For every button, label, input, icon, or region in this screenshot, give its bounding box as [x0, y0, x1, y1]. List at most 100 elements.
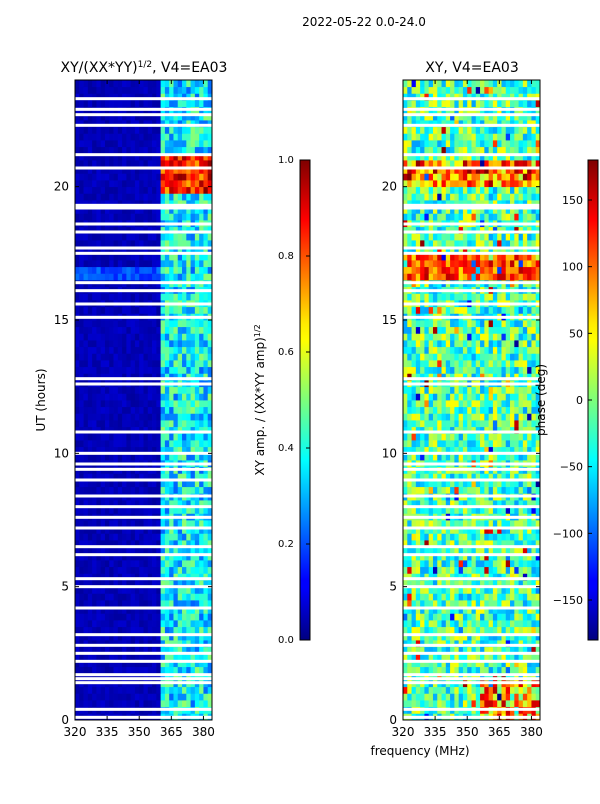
heatmap-cell: [178, 593, 183, 600]
heatmap-cell: [101, 293, 106, 300]
heatmap-cell: [92, 667, 97, 674]
heatmap-cell: [519, 667, 524, 674]
heatmap-cell: [79, 620, 84, 627]
heatmap-cell: [203, 307, 208, 314]
heatmap-cell: [480, 407, 485, 414]
heatmap-cell: [467, 487, 472, 494]
heatmap-cell: [96, 340, 101, 347]
heatmap-cell: [424, 567, 429, 574]
heatmap-cell: [152, 267, 157, 274]
heatmap-cell: [96, 420, 101, 427]
heatmap-cell: [84, 520, 89, 527]
heatmap-cell: [109, 627, 114, 634]
heatmap-cell: [450, 433, 455, 440]
heatmap-cell: [114, 687, 119, 694]
heatmap-cell: [182, 340, 187, 347]
heatmap-cell: [109, 593, 114, 600]
heatmap-cell: [178, 140, 183, 147]
heatmap-cell: [178, 700, 183, 707]
heatmap-cell: [101, 213, 106, 220]
heatmap-cell: [105, 400, 110, 407]
heatmap-cell: [437, 353, 442, 360]
heatmap-cell: [75, 233, 80, 240]
heatmap-cell: [493, 487, 498, 494]
heatmap-cell: [424, 533, 429, 540]
heatmap-cell: [169, 173, 174, 180]
heatmap-cell: [191, 320, 196, 327]
heatmap-cell: [199, 360, 204, 367]
heatmap-cell: [510, 347, 515, 354]
heatmap-cell: [96, 87, 101, 94]
heatmap-cell: [152, 567, 157, 574]
heatmap-cell: [454, 440, 459, 447]
heatmap-cell: [484, 353, 489, 360]
heatmap-cell: [144, 173, 149, 180]
heatmap-cell: [92, 533, 97, 540]
heatmap-cell: [429, 407, 434, 414]
heatmap-cell: [506, 353, 511, 360]
heatmap-cell: [126, 133, 131, 140]
heatmap-cell: [178, 320, 183, 327]
heatmap-cell: [114, 100, 119, 107]
heatmap-cell: [186, 273, 191, 280]
heatmap-cell: [191, 273, 196, 280]
heatmap-cell: [144, 100, 149, 107]
heatmap-cell: [442, 600, 447, 607]
heatmap-cell: [105, 693, 110, 700]
heatmap-cell: [480, 360, 485, 367]
data-gap: [75, 97, 212, 100]
heatmap-cell: [523, 433, 528, 440]
heatmap-cell: [101, 273, 106, 280]
heatmap-cell: [472, 667, 477, 674]
heatmap-cell: [135, 667, 140, 674]
heatmap-cell: [480, 433, 485, 440]
heatmap-cell: [161, 260, 166, 267]
heatmap-cell: [510, 533, 515, 540]
heatmap-cell: [195, 367, 200, 374]
heatmap-cell: [92, 567, 97, 574]
heatmap-cell: [412, 433, 417, 440]
heatmap-cell: [403, 413, 408, 420]
colorbar-tick-label: 0.2: [278, 539, 294, 550]
heatmap-cell: [161, 613, 166, 620]
heatmap-cell: [446, 613, 451, 620]
heatmap-cell: [109, 267, 114, 274]
heatmap-cell: [126, 393, 131, 400]
heatmap-cell: [161, 273, 166, 280]
heatmap-cell: [182, 420, 187, 427]
heatmap-cell: [454, 533, 459, 540]
heatmap-cell: [501, 440, 506, 447]
heatmap-cell: [527, 693, 532, 700]
heatmap-cell: [199, 567, 204, 574]
heatmap-cell: [191, 87, 196, 94]
heatmap-cell: [144, 140, 149, 147]
heatmap-cell: [144, 487, 149, 494]
heatmap-cell: [429, 367, 434, 374]
heatmap-cell: [161, 340, 166, 347]
heatmap-cell: [493, 627, 498, 634]
heatmap-cell: [161, 147, 166, 154]
heatmap-cell: [510, 693, 515, 700]
heatmap-cell: [144, 593, 149, 600]
heatmap-cell: [122, 693, 127, 700]
heatmap-cell: [105, 567, 110, 574]
heatmap-cell: [412, 440, 417, 447]
heatmap-cell: [454, 687, 459, 694]
heatmap-cell: [173, 620, 178, 627]
heatmap-cell: [139, 413, 144, 420]
heatmap-cell: [101, 133, 106, 140]
heatmap-cell: [493, 440, 498, 447]
heatmap-cell: [429, 353, 434, 360]
heatmap-cell: [403, 520, 408, 527]
heatmap-cell: [531, 687, 536, 694]
heatmap-cell: [191, 187, 196, 194]
heatmap-cell: [463, 693, 468, 700]
heatmap-cell: [88, 267, 93, 274]
heatmap-cell: [88, 687, 93, 694]
heatmap-cell: [412, 613, 417, 620]
heatmap-cell: [148, 420, 153, 427]
heatmap-cell: [472, 700, 477, 707]
heatmap-cell: [152, 687, 157, 694]
heatmap-cell: [476, 667, 481, 674]
heatmap-cell: [506, 567, 511, 574]
